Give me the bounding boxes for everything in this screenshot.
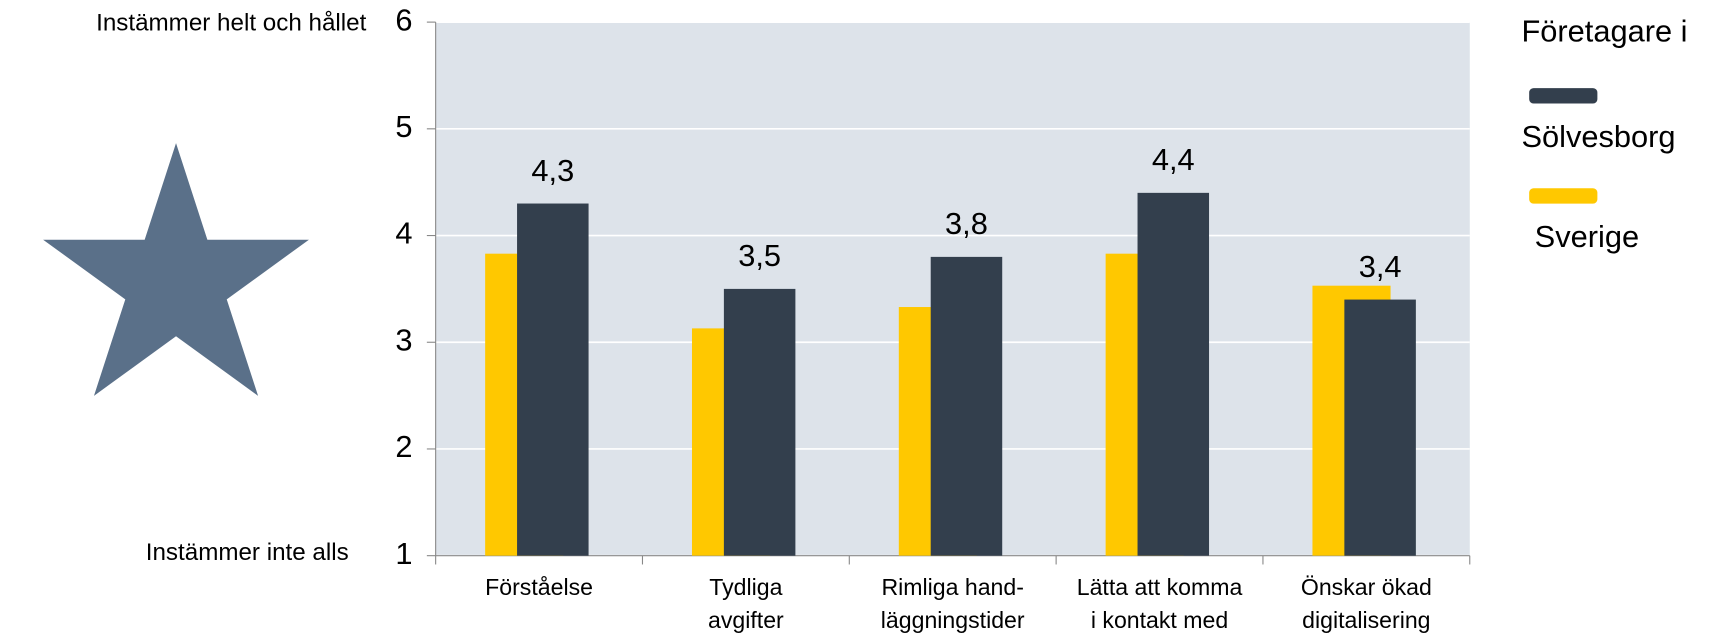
legend-title: Företagare i: [1521, 13, 1687, 48]
legend-label: Sölvesborg: [1521, 119, 1675, 154]
x-tick-label: Rimliga hand-: [881, 574, 1023, 600]
bar: [723, 288, 796, 556]
bar: [1137, 192, 1210, 556]
x-tick-label: avgifter: [708, 607, 784, 633]
x-tick-label: läggningstider: [881, 607, 1025, 633]
data-label: 4,3: [531, 153, 574, 188]
data-label: 3,5: [738, 238, 781, 273]
data-label: 4,4: [1152, 142, 1195, 177]
x-tick-label: Önskar ökad: [1301, 574, 1432, 600]
legend-swatch: [1529, 88, 1598, 104]
y-annotation-top: Instämmer helt och hållet: [96, 10, 366, 37]
star-icon: [43, 143, 309, 396]
x-tick-label: Förståelse: [485, 574, 593, 600]
data-label: 3,4: [1359, 249, 1402, 284]
x-tick-label: i kontakt med: [1091, 607, 1228, 633]
y-tick-label: 5: [395, 109, 412, 144]
x-tick-label: Lätta att komma: [1077, 574, 1243, 600]
y-tick-label: 4: [395, 216, 412, 251]
y-annotation-bottom: Instämmer inte alls: [146, 539, 349, 566]
bar: [1344, 299, 1416, 556]
legend-swatch: [1529, 188, 1598, 204]
x-tick-label: digitalisering: [1302, 607, 1430, 633]
y-tick-label: 3: [395, 322, 412, 357]
data-label: 3,8: [945, 206, 988, 241]
legend-label: Sverige: [1535, 219, 1639, 254]
y-tick-label: 1: [395, 536, 412, 571]
x-tick-label: Tydliga: [709, 574, 782, 600]
y-tick-label: 6: [395, 2, 412, 37]
y-tick-label: 2: [395, 429, 412, 464]
bar: [930, 256, 1003, 556]
bar: [517, 203, 589, 556]
